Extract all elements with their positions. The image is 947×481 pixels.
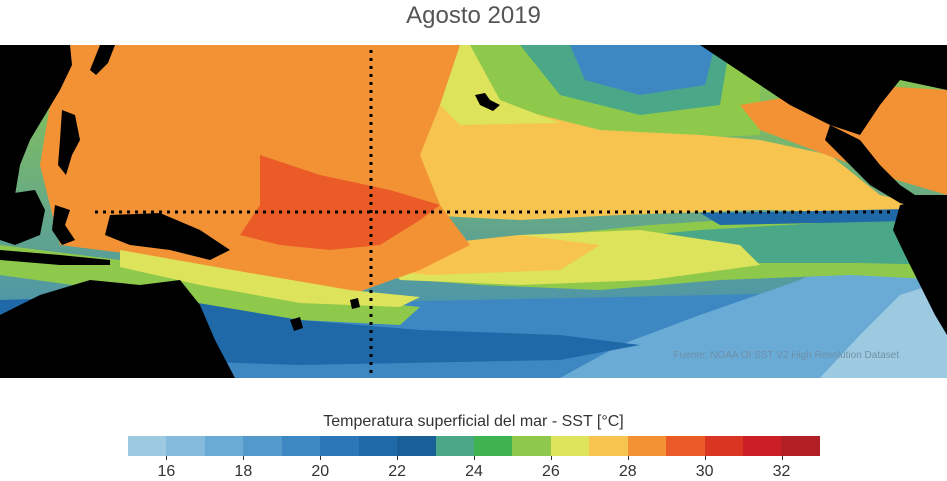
colorbar-swatch bbox=[128, 436, 167, 456]
map-title: Agosto 2019 bbox=[406, 2, 541, 29]
colorbar-swatch bbox=[243, 436, 282, 456]
colorbar-swatch bbox=[204, 436, 244, 456]
sst-map bbox=[0, 45, 947, 378]
colorbar-tick-label: 26 bbox=[541, 463, 560, 480]
colorbar-swatch bbox=[473, 436, 513, 456]
colorbar-tick-label: 16 bbox=[157, 463, 176, 480]
land-south-america bbox=[893, 195, 947, 335]
colorbar-tick-label: 24 bbox=[465, 463, 483, 480]
warm-pool-hot bbox=[240, 155, 440, 250]
data-source-caption: Fuente: NOAA OI SST V2 High Resolution D… bbox=[673, 350, 899, 361]
colorbar-tick-label: 28 bbox=[618, 463, 637, 480]
colorbar-tick bbox=[550, 456, 552, 460]
land-new-guinea bbox=[105, 213, 230, 260]
land-islands bbox=[290, 298, 360, 331]
land-philippines bbox=[58, 110, 80, 175]
colorbar-tick bbox=[320, 456, 322, 460]
colorbar-swatch bbox=[743, 436, 782, 456]
colorbar-tick-label: 32 bbox=[772, 463, 791, 480]
colorbar-tick bbox=[781, 456, 783, 460]
colorbar-tick bbox=[627, 456, 629, 460]
colorbar-tick-label: 20 bbox=[311, 463, 330, 480]
colorbar-tick bbox=[474, 456, 475, 460]
colorbar-tick bbox=[704, 456, 706, 460]
land-australia bbox=[0, 280, 235, 378]
north-blue bbox=[570, 45, 715, 95]
colorbar-swatch bbox=[704, 436, 743, 456]
colorbar-swatch bbox=[627, 436, 667, 456]
colorbar-tick-label: 30 bbox=[695, 463, 714, 480]
land-central-america bbox=[825, 125, 947, 210]
land-borneo bbox=[0, 190, 45, 245]
colorbar-swatch bbox=[166, 436, 205, 456]
colorbar-tick bbox=[166, 456, 168, 460]
colorbar-swatch bbox=[512, 436, 551, 456]
colorbar-tick bbox=[243, 456, 245, 460]
land-north-america bbox=[700, 45, 947, 135]
colorbar-swatch bbox=[781, 436, 820, 456]
colorbar-swatch bbox=[320, 436, 359, 456]
land-japan bbox=[90, 45, 115, 75]
colorbar-label: Temperatura superficial del mar - SST [°… bbox=[323, 413, 624, 430]
land-asia bbox=[0, 45, 72, 230]
colorbar-tick-label: 18 bbox=[234, 463, 253, 480]
colorbar-swatch bbox=[550, 436, 590, 456]
colorbar-swatch bbox=[589, 436, 628, 456]
land-sulawesi bbox=[52, 205, 75, 245]
colorbar-tick-label: 22 bbox=[388, 463, 406, 480]
colorbar-swatch bbox=[281, 436, 321, 456]
colorbar bbox=[128, 436, 820, 456]
colorbar-swatch bbox=[358, 436, 398, 456]
colorbar-tick bbox=[397, 456, 399, 460]
south-yellow-band bbox=[120, 250, 420, 307]
cold-east-pale bbox=[820, 280, 947, 378]
land-indonesia-south bbox=[0, 250, 110, 265]
colorbar-swatch bbox=[666, 436, 705, 456]
land-hawaii bbox=[475, 93, 500, 111]
colorbar-swatch bbox=[397, 436, 436, 456]
colorbar-ticks: 16 18 20 22 24 26 28 30 32 bbox=[128, 456, 820, 480]
colorbar-swatch bbox=[435, 436, 474, 456]
